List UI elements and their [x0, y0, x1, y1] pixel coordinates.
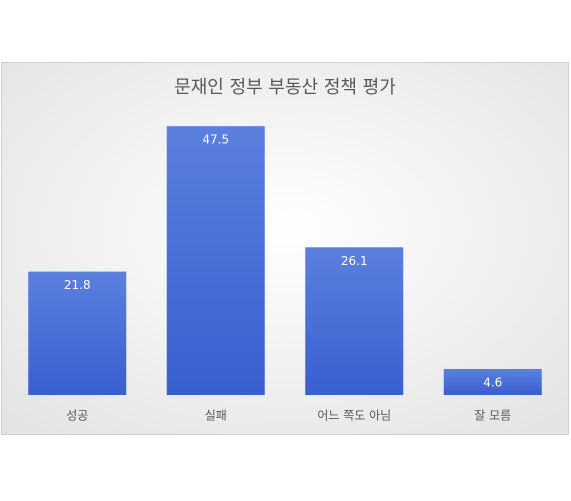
- x-tick-label: 성공: [66, 409, 88, 423]
- x-tick-label: 어느 쪽도 아님: [317, 409, 391, 423]
- bar: [166, 126, 265, 396]
- bar: [443, 368, 542, 395]
- bar: [305, 247, 404, 395]
- x-tick-label: 실패: [205, 409, 227, 423]
- x-tick-label: 잘 모름: [474, 409, 511, 423]
- value-label: 26.1: [341, 254, 368, 268]
- value-label: 47.5: [202, 133, 229, 147]
- value-label: 21.8: [64, 278, 91, 292]
- chart-title: 문재인 정부 부동산 정책 평가: [174, 77, 396, 98]
- value-label: 4.6: [483, 375, 502, 389]
- bar: [28, 271, 127, 395]
